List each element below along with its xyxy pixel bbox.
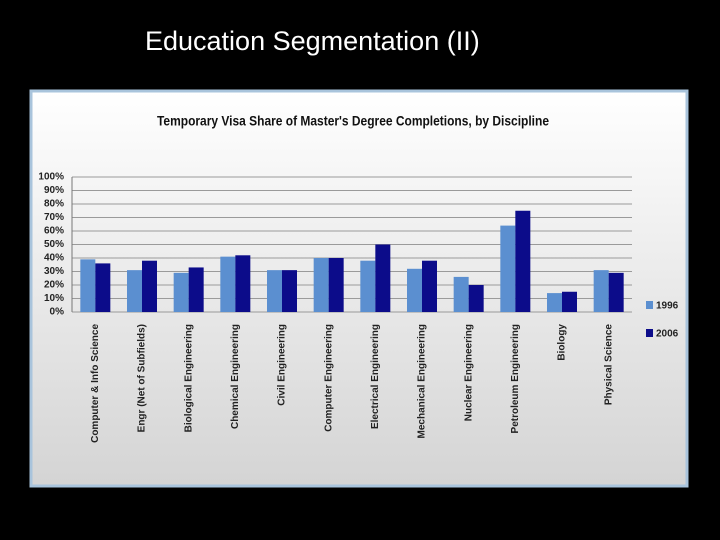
bar — [608, 272, 624, 312]
y-tick-label: 40% — [44, 253, 64, 264]
bar — [142, 260, 157, 312]
slide-title: Education Segmentation (II) — [145, 26, 480, 56]
bar — [328, 258, 344, 312]
y-tick-label: 60% — [44, 226, 64, 237]
x-tick-label: Biology — [557, 324, 568, 361]
legend-label: 2006 — [656, 329, 679, 340]
x-tick-label: Petroleum Engineering — [510, 324, 521, 433]
x-tick-label: Electrical Engineering — [370, 324, 381, 429]
bar — [220, 256, 236, 312]
y-tick-label: 20% — [44, 280, 64, 291]
bar — [267, 270, 282, 312]
bar — [547, 293, 562, 312]
bar — [407, 268, 422, 312]
x-tick-label: Engr (Net of Subfields) — [137, 324, 148, 432]
x-tick-label: Computer & Info Science — [90, 324, 101, 443]
x-tick-label: Chemical Engineering — [230, 324, 241, 429]
bar — [80, 259, 96, 312]
bar — [453, 276, 469, 312]
bar — [313, 258, 329, 312]
bar — [422, 260, 437, 312]
bar — [127, 270, 142, 312]
y-tick-label: 80% — [44, 199, 64, 210]
y-tick-label: 10% — [44, 293, 64, 304]
x-tick-label: Civil Engineering — [277, 324, 288, 406]
chart-title: Temporary Visa Share of Master's Degree … — [157, 113, 549, 129]
bar — [188, 267, 204, 312]
x-tick-label: Biological Engineering — [183, 324, 194, 432]
bar — [562, 291, 577, 312]
bar — [95, 263, 111, 312]
x-tick-label: Computer Engineering — [323, 324, 334, 432]
legend-swatch — [646, 329, 653, 337]
bar — [500, 225, 516, 312]
bar — [235, 255, 251, 312]
bar — [360, 260, 376, 312]
x-tick-label: Mechanical Engineering — [417, 324, 428, 438]
x-tick-label: Nuclear Engineering — [463, 324, 474, 421]
bar — [515, 210, 531, 312]
legend-label: 1996 — [656, 301, 679, 312]
bar — [282, 270, 297, 312]
y-tick-label: 0% — [50, 307, 65, 318]
y-tick-label: 70% — [44, 212, 64, 223]
legend-swatch — [646, 301, 653, 309]
y-tick-label: 90% — [44, 185, 64, 196]
bar — [375, 244, 391, 312]
bar — [593, 270, 609, 312]
x-tick-label: Physical Science — [603, 324, 614, 406]
bar — [173, 272, 189, 312]
bar — [468, 285, 484, 312]
y-tick-label: 50% — [44, 239, 64, 250]
y-tick-label: 30% — [44, 266, 64, 277]
y-tick-label: 100% — [38, 172, 64, 183]
